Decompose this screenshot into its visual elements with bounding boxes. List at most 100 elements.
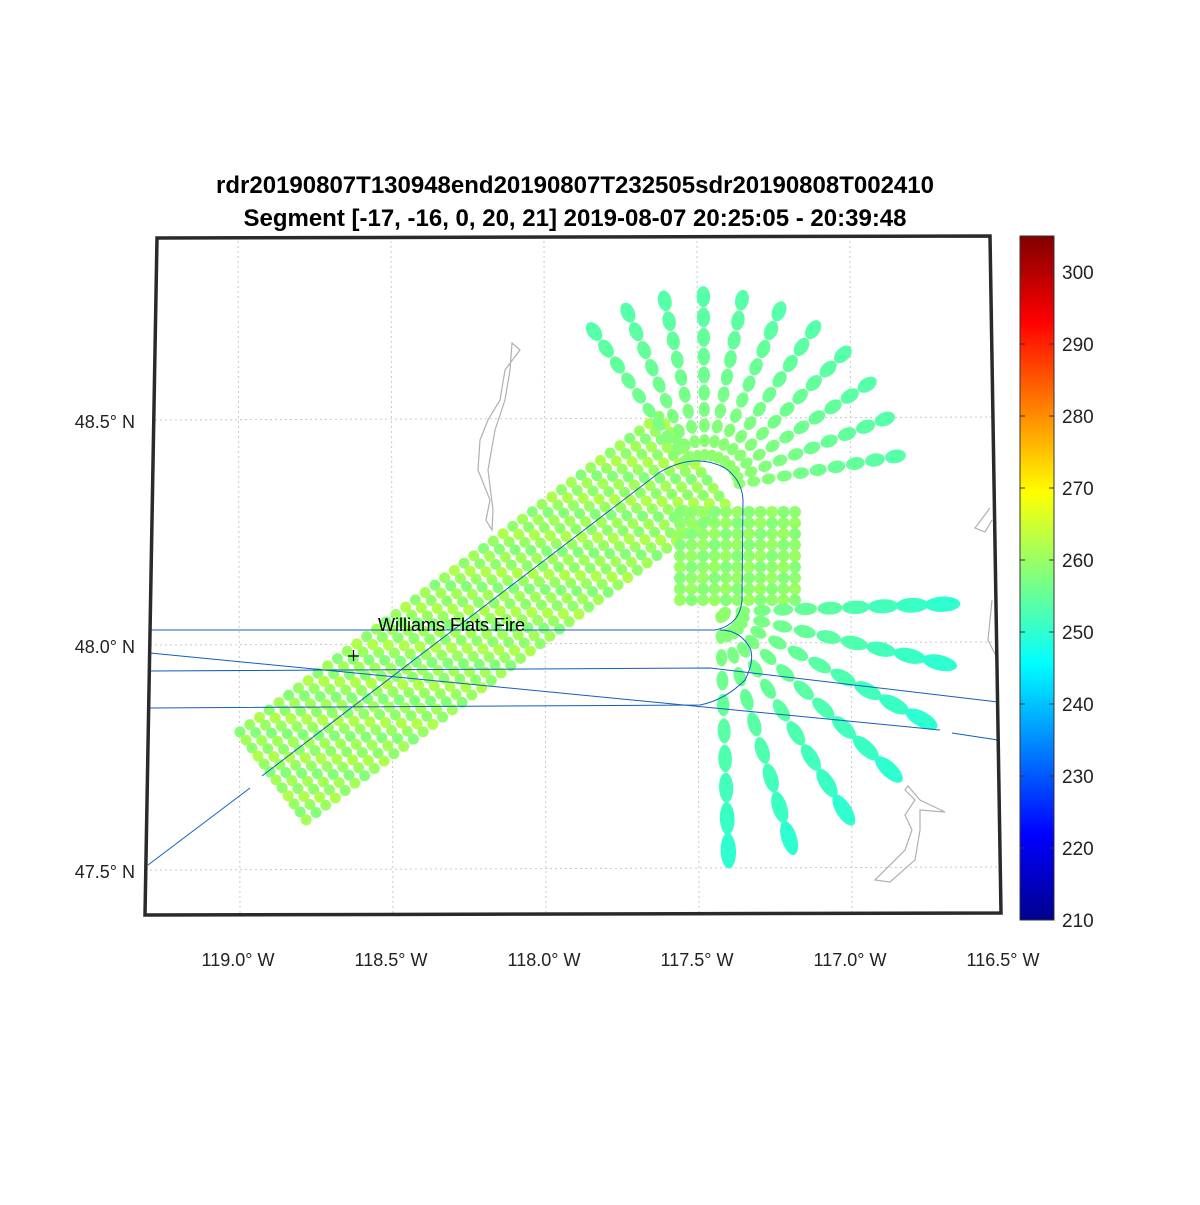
lower-fan-footprint: [750, 625, 767, 639]
block-footprint: [754, 583, 767, 595]
swath-footprint: [344, 731, 356, 743]
grid-line-lon: [849, 236, 853, 915]
upper-fan-footprint: [771, 301, 787, 322]
block-footprint: [697, 528, 709, 540]
block-footprint: [674, 539, 686, 551]
swath-footprint: [583, 500, 595, 512]
swath-footprint: [641, 557, 653, 569]
swath-footprint: [485, 674, 497, 686]
lower-fan-footprint: [816, 630, 841, 645]
lower-fan-footprint: [780, 820, 799, 856]
lower-fan-footprint: [715, 649, 728, 667]
swath-footprint: [382, 740, 394, 752]
swath-footprint: [411, 718, 423, 730]
swath-footprint: [520, 598, 532, 610]
block-footprint: [777, 550, 790, 562]
upper-fan-footprint: [718, 438, 730, 451]
swath-footprint: [553, 561, 565, 573]
upper-fan-footprint: [744, 466, 758, 478]
swath-footprint: [268, 751, 280, 763]
swath-footprint: [377, 693, 389, 705]
swath-footprint: [436, 649, 448, 661]
swath-footprint: [294, 806, 306, 818]
swath-footprint: [476, 581, 488, 593]
swath-footprint: [342, 707, 354, 719]
flight-track-east-1: [149, 667, 999, 703]
upper-fan-footprint: [678, 386, 691, 403]
swath-footprint: [577, 492, 589, 504]
swath-footprint: [555, 584, 567, 596]
upper-fan-footprint: [621, 372, 636, 389]
colorbar-ticks: 210 220 230 240 250 260 270 280 290 300: [1020, 263, 1094, 932]
swath-footprint: [425, 695, 437, 707]
lower-fan-footprint: [794, 602, 817, 616]
swath-footprint: [487, 535, 499, 547]
block-footprint: [685, 561, 698, 573]
upper-fan-footprint: [609, 356, 626, 374]
swath-footprint: [414, 640, 426, 652]
swath-footprint: [359, 770, 371, 782]
swath-footprint: [405, 710, 417, 722]
upper-fan-footprint: [819, 360, 837, 378]
swath-footprint: [515, 552, 527, 564]
swath-footprint: [662, 504, 674, 516]
swath-footprint: [538, 622, 550, 634]
upper-fan-footprint: [598, 339, 614, 358]
swath-footprint: [523, 583, 535, 595]
swath-footprint: [363, 654, 375, 666]
swath-footprint: [458, 557, 470, 569]
block-footprint: [743, 572, 755, 584]
swath-footprint: [392, 632, 404, 644]
swath-footprint: [505, 559, 517, 571]
block-footprint: [697, 517, 709, 529]
swath-footprint: [286, 775, 298, 787]
grid-line-lon: [390, 236, 394, 915]
x-tick-label: 118.5° W: [355, 950, 428, 970]
block-footprint: [731, 550, 744, 562]
flight-track-loop: [149, 629, 753, 709]
swath-footprint: [586, 586, 598, 598]
swath-footprint: [629, 541, 641, 553]
block-footprint: [777, 506, 790, 518]
swath-footprint: [525, 544, 537, 556]
upper-fan-footprint: [803, 441, 821, 455]
swath-footprint: [695, 466, 707, 478]
swath-footprint: [548, 615, 560, 627]
swath-footprint: [413, 679, 425, 691]
swath-footprint: [349, 777, 361, 789]
swath-footprint: [382, 639, 394, 651]
swath-footprint: [532, 514, 544, 526]
swath-footprint: [250, 727, 262, 739]
swath-footprint: [604, 447, 616, 459]
swath-footprint: [554, 522, 566, 534]
block-footprint: [674, 594, 686, 606]
lower-fan-footprint: [793, 680, 814, 700]
lower-fan-footprint: [717, 693, 730, 717]
x-tick-label: 117.0° W: [814, 950, 887, 970]
swath-footprint: [369, 662, 381, 674]
upper-fan-footprint: [699, 418, 710, 433]
map-frame: [143, 234, 1003, 917]
swath-footprint: [567, 600, 579, 612]
swath-footprint: [337, 661, 349, 673]
swath-footprint: [417, 726, 429, 738]
lower-fan-footprint: [831, 716, 857, 740]
lower-fan-footprint: [768, 635, 787, 650]
swath-footprint: [624, 432, 636, 444]
upper-fan-footprint: [720, 368, 734, 386]
swath-footprint: [308, 783, 320, 795]
block-footprint: [674, 506, 686, 518]
swath-footprint: [482, 589, 494, 601]
swath-footprint: [650, 488, 662, 500]
swath-footprint: [285, 713, 297, 725]
swath-footprint: [287, 736, 299, 748]
upper-fan-footprint: [666, 408, 679, 424]
swath-footprint: [612, 579, 624, 591]
swath-footprint: [483, 651, 495, 663]
swath-footprint: [510, 606, 522, 618]
swath-footprint: [590, 570, 602, 582]
swath-footprint: [301, 713, 313, 725]
swath-footprint: [432, 664, 444, 676]
y-tick-label: 47.5° N: [75, 862, 135, 882]
upper-fan-footprint: [740, 457, 753, 469]
